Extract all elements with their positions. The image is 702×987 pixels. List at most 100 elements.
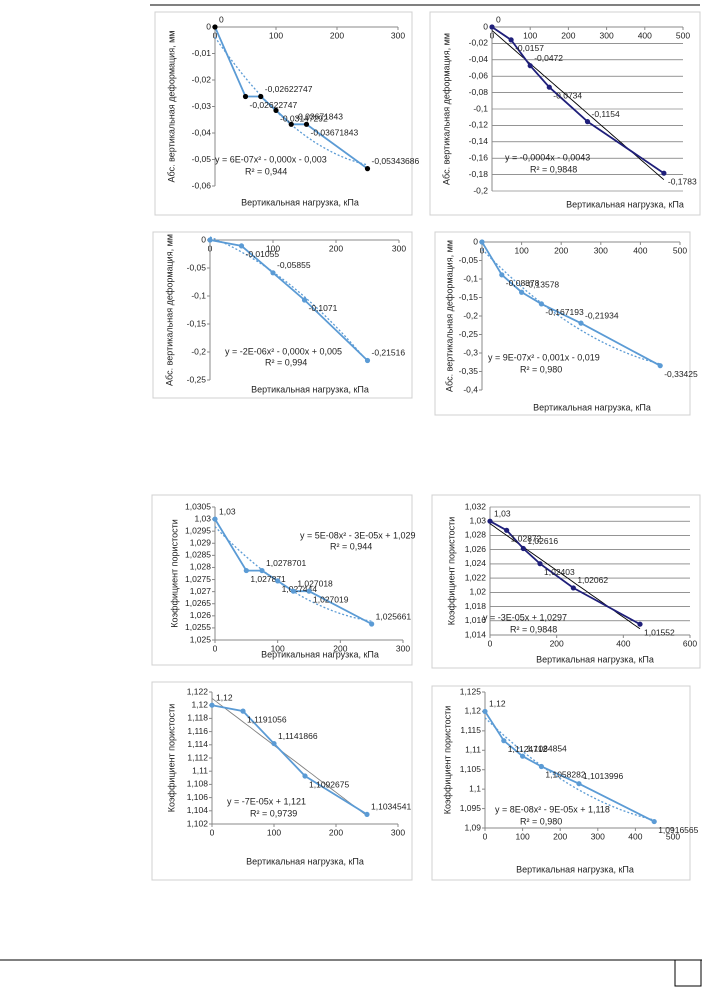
data-point bbox=[584, 119, 591, 125]
y-tick-label: 0 bbox=[473, 236, 478, 246]
y-tick-label: 1,0255 bbox=[185, 622, 211, 632]
data-label: 1,02062 bbox=[577, 575, 608, 585]
y-tick-label: 1,03 bbox=[469, 515, 486, 525]
x-tick-label: 200 bbox=[333, 643, 347, 653]
chart: 1,09 1,095 1,1 1,105 1,11 1,115 1,12 1,125 0 100 2… bbox=[431, 685, 699, 881]
data-point bbox=[240, 708, 246, 714]
y-tick-label: 1,026 bbox=[465, 544, 487, 554]
y-tick-label: 1,106 bbox=[187, 792, 209, 802]
y-tick-label: -0,05 bbox=[187, 262, 207, 272]
trend-equation: y = 6E-07x² - 0,000x - 0,003 bbox=[215, 154, 327, 164]
data-label: 1,1092675 bbox=[309, 779, 349, 789]
y-tick-label: 1,09 bbox=[464, 822, 481, 832]
data-point bbox=[364, 811, 370, 818]
trend-equation: y = -3E-05x + 1,0297 bbox=[483, 612, 567, 622]
y-tick-label: 1,122 bbox=[187, 686, 209, 696]
data-label: 1,12 bbox=[216, 692, 233, 702]
x-tick-label: 0 bbox=[213, 643, 218, 653]
y-tick-label: -0,12 bbox=[469, 120, 489, 130]
data-label: 1,1058282 bbox=[545, 770, 585, 780]
data-point bbox=[537, 561, 543, 567]
x-tick-label: 100 bbox=[266, 243, 280, 253]
y-tick-label: -0,1 bbox=[463, 273, 478, 283]
y-tick-label: -0,04 bbox=[192, 127, 212, 137]
data-label: 1,027018 bbox=[297, 578, 333, 588]
y-tick-label: -0,05 bbox=[459, 255, 479, 265]
x-tick-label: 200 bbox=[554, 245, 568, 255]
data-point bbox=[576, 781, 582, 787]
y-axis-label: Абс. вертикальная деформация, мм bbox=[164, 234, 174, 386]
data-point bbox=[209, 702, 215, 708]
data-label: -0,33425 bbox=[664, 369, 698, 379]
data-label: 1,025661 bbox=[376, 611, 412, 621]
data-label: -0,03147292 bbox=[280, 114, 328, 124]
data-label: -0,03671843 bbox=[295, 112, 343, 122]
y-tick-label: -0,02 bbox=[192, 74, 212, 84]
y-axis-label: Абс. вертикальная деформация, мм bbox=[444, 240, 454, 392]
data-point bbox=[212, 516, 218, 522]
y-tick-label: -0,1 bbox=[473, 103, 488, 113]
data-point bbox=[538, 301, 545, 307]
data-label: -0,02622747 bbox=[265, 84, 313, 94]
x-tick-label: 200 bbox=[550, 638, 564, 648]
data-label: 1,1124712 bbox=[508, 744, 548, 754]
chart: 0 -0,01 -0,02 -0,03 -0,04 -0,05 -0,06 0 100 200 30… bbox=[154, 11, 420, 216]
chart-frame bbox=[154, 11, 413, 216]
data-point bbox=[489, 24, 495, 30]
data-label: -0,03671843 bbox=[311, 128, 359, 138]
chart: 0 -0,02 -0,04 -0,06 -0,08 -0,1 -0,12 -0,14 -0,16… bbox=[429, 11, 701, 216]
data-label: 1,0916565 bbox=[658, 825, 698, 835]
y-tick-label: -0,01 bbox=[192, 48, 212, 58]
data-point bbox=[538, 763, 545, 770]
y-tick-label: 1,108 bbox=[187, 779, 209, 789]
data-label: 1,0278701 bbox=[266, 558, 306, 568]
y-tick-label: 1,028 bbox=[190, 562, 212, 572]
data-point bbox=[364, 166, 371, 172]
data-point bbox=[661, 170, 667, 176]
y-tick-label: 1,02 bbox=[469, 587, 486, 597]
data-point bbox=[527, 63, 533, 69]
y-tick-label: 1,102 bbox=[187, 818, 209, 828]
y-tick-label: 1,11 bbox=[465, 745, 481, 755]
y-tick-label: -0,03 bbox=[192, 101, 212, 111]
data-point bbox=[508, 37, 514, 43]
chart: 0-0,05-0,1-0,15-0,2-0,250100200300Абс. в… bbox=[152, 231, 413, 399]
data-label: 1,027871 bbox=[250, 574, 286, 584]
y-tick-label: 1,032 bbox=[465, 501, 487, 511]
y-tick-label: 1,114 bbox=[187, 739, 208, 749]
series-line bbox=[489, 520, 641, 625]
y-axis-label: Абс. вертикальная деформация, мм bbox=[441, 33, 451, 185]
data-label: 1,03 bbox=[494, 508, 511, 518]
x-tick-label: 300 bbox=[591, 831, 605, 841]
page-number-box bbox=[674, 959, 702, 987]
y-tick-label: 1,1 bbox=[469, 783, 481, 793]
y-tick-label: -0,06 bbox=[192, 180, 212, 190]
data-label: -0,21516 bbox=[372, 348, 406, 358]
y-tick-label: -0,15 bbox=[187, 318, 207, 328]
data-point bbox=[487, 518, 493, 524]
y-tick-label: 1,0305 bbox=[185, 501, 211, 511]
y-tick-label: 1,029 bbox=[190, 538, 212, 548]
y-tick-label: -0,35 bbox=[459, 366, 479, 376]
data-point bbox=[273, 107, 279, 114]
y-tick-label: 1,105 bbox=[460, 764, 482, 774]
y-tick-label: -0,25 bbox=[187, 374, 207, 384]
data-point bbox=[482, 708, 488, 715]
y-tick-label: -0,18 bbox=[469, 169, 489, 179]
y-tick-label: -0,15 bbox=[459, 292, 479, 302]
x-axis-label: Вертикальная нагрузка, кПа bbox=[261, 649, 379, 659]
chart-frame bbox=[431, 685, 691, 881]
x-tick-label: 300 bbox=[594, 245, 608, 255]
x-axis-label: Вертикальная нагрузка, кПа bbox=[533, 402, 651, 412]
x-tick-label: 400 bbox=[633, 245, 647, 255]
x-tick-label: 0 bbox=[488, 638, 493, 648]
x-tick-label: 0 bbox=[483, 831, 488, 841]
y-tick-label: -0,08 bbox=[469, 87, 489, 97]
data-point bbox=[212, 24, 218, 30]
data-label: 1,02872 bbox=[511, 534, 542, 544]
data-label: -0,21934 bbox=[585, 310, 619, 320]
trend-equation: R² = 0,9739 bbox=[250, 808, 297, 818]
chart: 1,025 1,0255 1,026 1,0265 1,027 1,0275 1,028 1,… bbox=[151, 494, 416, 666]
x-tick-label: 100 bbox=[269, 30, 283, 40]
trend-equation: R² = 0,980 bbox=[520, 364, 562, 374]
